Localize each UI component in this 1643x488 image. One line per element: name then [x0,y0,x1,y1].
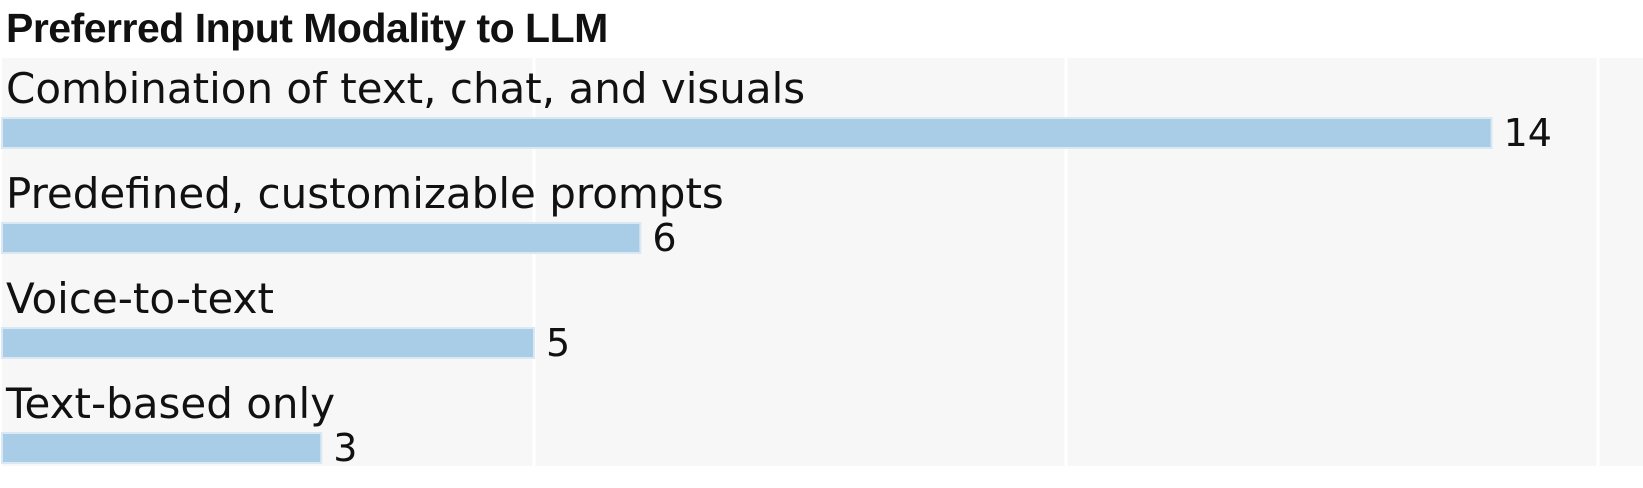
category-label: Text-based only [5,379,335,428]
value-label: 6 [652,216,676,260]
bar [1,222,642,254]
value-label: 14 [1504,111,1552,155]
value-label: 5 [546,321,570,365]
value-label: 3 [333,426,357,470]
chart-title: Preferred Input Modality to LLM [6,5,608,51]
labels: Combination of text, chat, and visuals 14… [5,64,1552,470]
category-label: Voice-to-text [6,274,274,323]
bar [1,327,535,359]
bar [1,432,323,464]
bar [1,117,1493,149]
category-label: Predefined, customizable prompts [6,169,724,218]
bars [1,117,1493,464]
category-label: Combination of text, chat, and visuals [6,64,805,113]
